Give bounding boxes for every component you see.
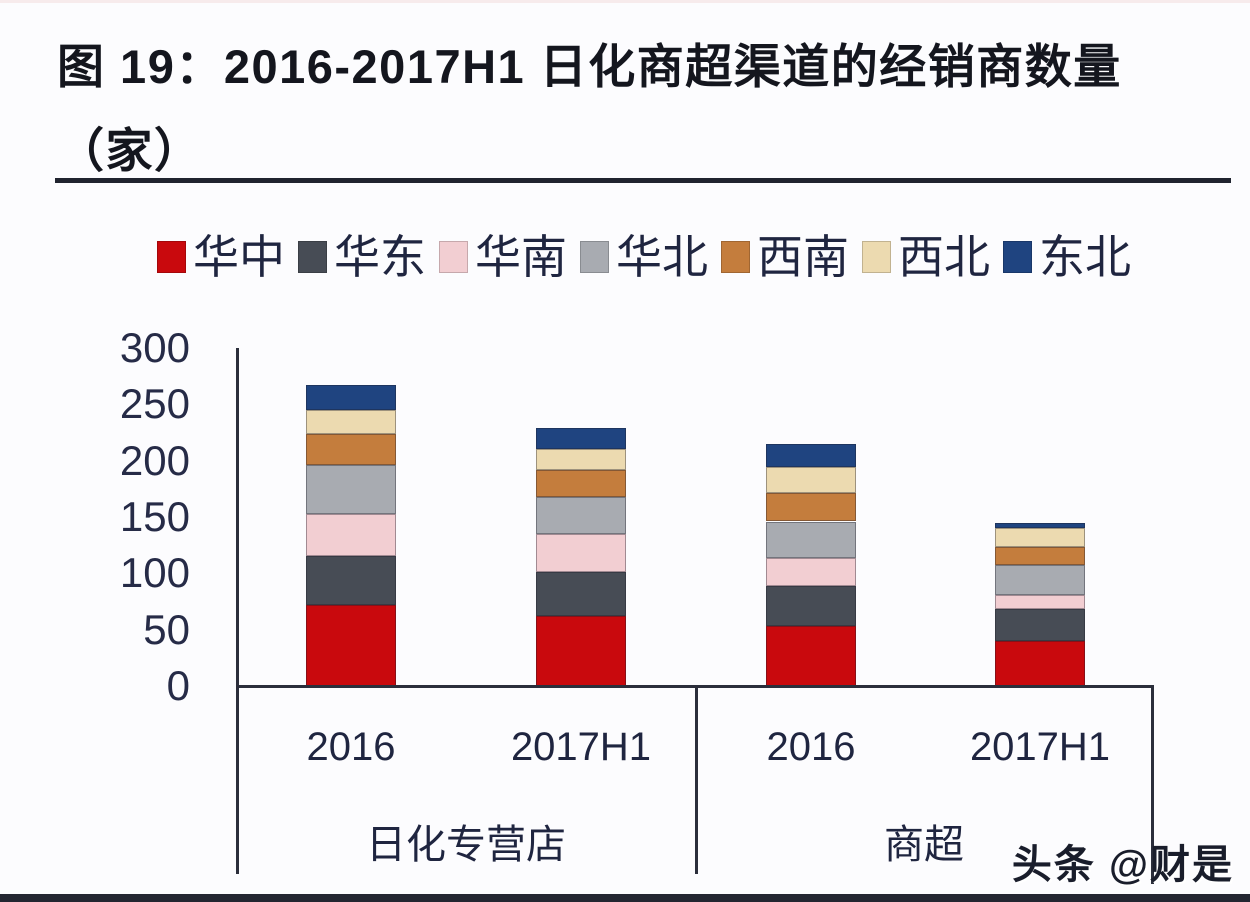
x-axis-category-label: 2017H1	[969, 725, 1111, 769]
legend-label: 华南	[475, 230, 567, 283]
legend-label: 华东	[334, 230, 426, 283]
bar-segment-华东	[766, 585, 856, 627]
bar-segment-西北	[995, 528, 1085, 548]
legend-label: 华中	[193, 230, 285, 283]
bar-segment-东北	[995, 522, 1085, 529]
bar-segment-华南	[995, 594, 1085, 610]
bar-segment-西南	[766, 493, 856, 522]
legend-label: 华北	[616, 230, 708, 283]
legend-swatch-icon	[439, 241, 468, 273]
y-axis-tick-label: 200	[119, 436, 190, 484]
bar-segment-东北	[306, 385, 396, 410]
bar-segment-华中	[306, 604, 396, 686]
legend-item-华北: 华北	[580, 232, 708, 283]
figure-title-line1: 图 19：2016-2017H1 日化商超渠道的经销商数量	[57, 40, 1122, 93]
x-axis-category-label: 2017H1	[510, 725, 652, 769]
bar-segment-华中	[536, 616, 626, 686]
legend-swatch-icon	[580, 241, 609, 273]
x-axis-group-label: 日化专营店	[366, 823, 566, 867]
y-axis-line	[236, 348, 239, 874]
legend-item-华东: 华东	[298, 232, 426, 283]
bar-segment-华南	[766, 557, 856, 586]
figure-title-line2: （家）	[57, 124, 203, 177]
y-axis-tick-label: 50	[143, 605, 190, 653]
legend-label: 西北	[898, 230, 990, 283]
bar-segment-西北	[766, 467, 856, 494]
bar-segment-华中	[995, 640, 1085, 686]
bar-segment-东北	[536, 427, 626, 450]
bottom-border-line	[0, 894, 1250, 902]
plot-right-line	[1151, 686, 1154, 884]
legend-item-东北: 东北	[1003, 232, 1131, 283]
x-axis-group-label: 商超	[884, 823, 964, 867]
bar-segment-东北	[766, 443, 856, 468]
bar-segment-华南	[536, 533, 626, 573]
bar-segment-华南	[306, 513, 396, 557]
y-axis-tick-label: 250	[119, 380, 190, 428]
title-divider	[55, 178, 1231, 183]
legend-label: 东北	[1039, 230, 1131, 283]
bar-segment-华东	[536, 572, 626, 617]
legend-item-西北: 西北	[862, 232, 990, 283]
legend-swatch-icon	[721, 241, 750, 273]
legend-swatch-icon	[862, 241, 891, 273]
y-axis-tick-label: 300	[119, 324, 190, 371]
legend-swatch-icon	[1003, 241, 1032, 273]
bar-segment-西南	[536, 469, 626, 497]
legend-item-华中: 华中	[157, 232, 285, 283]
bar-segment-华北	[306, 465, 396, 514]
x-axis-category-label: 2016	[306, 725, 396, 769]
x-axis-category-label: 2016	[766, 725, 856, 769]
bar-segment-华东	[995, 609, 1085, 641]
y-axis-tick-label: 100	[119, 549, 190, 597]
bar-segment-西南	[995, 547, 1085, 566]
legend-label: 西南	[757, 230, 849, 283]
chart-legend: 华中 华东 华南 华北 西南 西北 东北	[157, 228, 1144, 286]
bar-segment-华中	[766, 626, 856, 686]
legend-swatch-icon	[157, 241, 186, 273]
legend-swatch-icon	[298, 241, 327, 273]
top-edge-line	[0, 0, 1250, 3]
bar-segment-华东	[306, 556, 396, 605]
group-separator-line	[695, 686, 698, 874]
bar-segment-华北	[995, 565, 1085, 595]
legend-item-华南: 华南	[439, 232, 567, 283]
bar-segment-西北	[536, 449, 626, 470]
bar-segment-西南	[306, 433, 396, 466]
bar-segment-华北	[536, 496, 626, 534]
legend-item-西南: 西南	[721, 232, 849, 283]
watermark-text: 头条 @财是	[1011, 843, 1234, 887]
y-axis-tick-label: 0	[166, 662, 190, 709]
bar-segment-华北	[766, 521, 856, 558]
y-axis-tick-label: 150	[119, 493, 190, 540]
bar-segment-西北	[306, 409, 396, 434]
